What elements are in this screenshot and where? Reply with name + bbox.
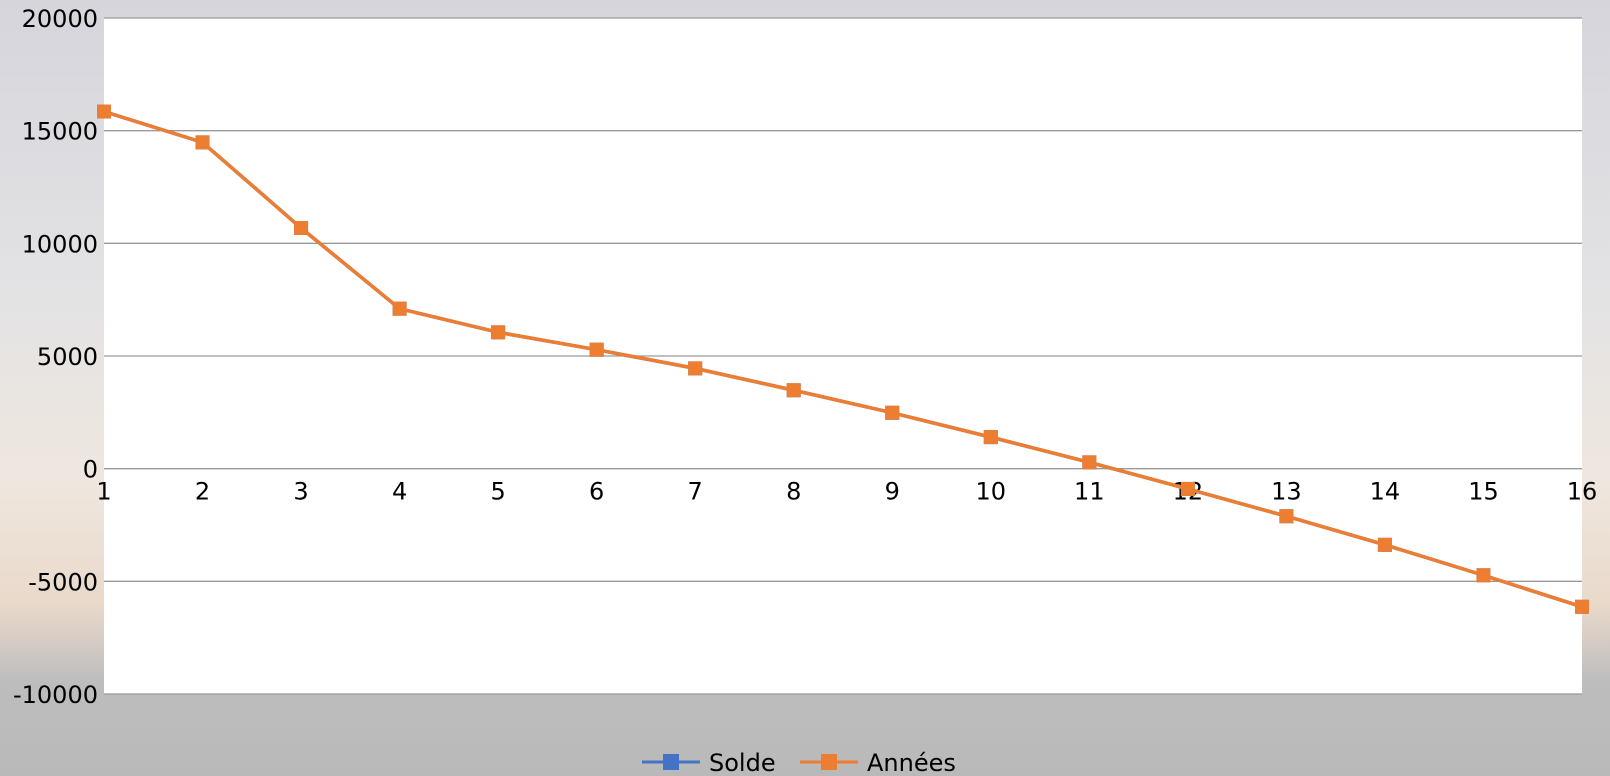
legend-item-annees[interactable]: Années xyxy=(800,749,956,776)
legend-label-annees: Années xyxy=(867,749,956,776)
data-point-annees xyxy=(1279,509,1294,524)
data-point-annees xyxy=(1575,599,1589,614)
x-tick-label: 9 xyxy=(885,478,900,506)
data-point-annees xyxy=(491,325,506,340)
y-axis-labels: 20000 15000 10000 5000 0 -5000 -10000 xyxy=(13,5,98,709)
legend-marker-solde xyxy=(663,754,679,770)
x-axis-labels: 12345678910111213141516 xyxy=(96,478,1597,506)
data-point-annees xyxy=(885,405,900,420)
x-tick-label: 4 xyxy=(392,478,407,506)
x-tick-label: 7 xyxy=(688,478,703,506)
data-point-annees xyxy=(786,383,801,398)
legend: Solde Années xyxy=(642,749,956,776)
data-point-annees xyxy=(688,361,703,376)
data-point-annees xyxy=(589,342,604,357)
x-tick-label: 16 xyxy=(1567,478,1598,506)
x-tick-label: 1 xyxy=(96,478,111,506)
y-tick-label: -10000 xyxy=(13,681,98,709)
y-tick-label: -5000 xyxy=(28,568,98,596)
y-tick-label: 15000 xyxy=(22,118,98,146)
x-tick-label: 6 xyxy=(589,478,604,506)
legend-label-solde: Solde xyxy=(709,749,776,776)
x-tick-label: 11 xyxy=(1074,478,1105,506)
data-point-annees xyxy=(1377,537,1392,552)
y-tick-label: 5000 xyxy=(37,343,98,371)
grid-lines xyxy=(104,17,1582,695)
series-line-annees xyxy=(103,109,1583,609)
x-tick-label: 10 xyxy=(976,478,1007,506)
data-point-annees xyxy=(392,301,407,316)
x-tick-label: 13 xyxy=(1271,478,1302,506)
y-tick-label: 20000 xyxy=(22,5,98,33)
x-tick-label: 5 xyxy=(490,478,505,506)
x-tick-label: 15 xyxy=(1468,478,1499,506)
x-tick-label: 14 xyxy=(1370,478,1401,506)
data-point-annees xyxy=(1476,568,1491,583)
legend-item-solde[interactable]: Solde xyxy=(642,749,776,776)
x-tick-label: 3 xyxy=(293,478,308,506)
series-layer xyxy=(97,104,1589,614)
data-point-annees xyxy=(1082,455,1097,470)
data-point-annees xyxy=(97,104,111,119)
data-point-annees xyxy=(983,430,998,445)
y-tick-label: 0 xyxy=(83,456,98,484)
data-point-annees xyxy=(1180,481,1195,496)
x-tick-label: 2 xyxy=(195,478,210,506)
y-tick-label: 10000 xyxy=(22,230,98,258)
data-point-annees xyxy=(294,221,309,236)
data-point-annees xyxy=(195,135,210,150)
legend-marker-annees xyxy=(821,754,837,770)
x-tick-label: 8 xyxy=(786,478,801,506)
